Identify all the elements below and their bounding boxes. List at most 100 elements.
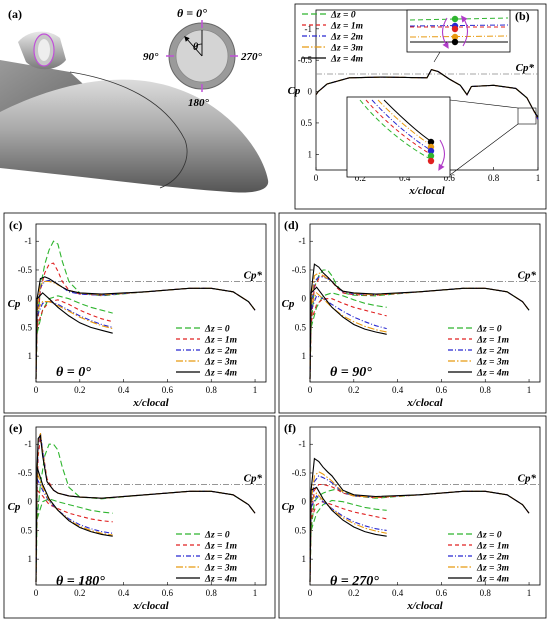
y-tick-label: 0 xyxy=(28,497,33,507)
chart-d: 0 0.2 0.4 0.6 0.8 1 -1 -0.5 0 0.5 1 x/clocal Cp Cp* xyxy=(282,223,541,409)
legend-label: Δz = 0 xyxy=(204,325,230,335)
series-lower-line xyxy=(310,295,387,330)
y-tick-label: 0.5 xyxy=(21,322,33,332)
x-tick-label: 0 xyxy=(34,385,39,395)
y-tick-label: -0.5 xyxy=(18,265,33,275)
plot-area-e xyxy=(35,426,267,586)
angle-label-90: 90° xyxy=(143,51,159,63)
y-axis-label: Cp xyxy=(8,298,21,310)
x-tick-label: 0.2 xyxy=(348,588,359,598)
x-tick-label: 0.2 xyxy=(348,385,359,395)
zoom-inset-top xyxy=(406,9,511,53)
x-tick-label: 0.6 xyxy=(436,588,448,598)
legend-label: Δz = 1m xyxy=(476,542,509,552)
panel-c: (c) 0 0.2 0.4 0.6 0.8 1 -1 -0.5 0 0.5 1 x/clocal Cp C… xyxy=(3,212,276,414)
y-tick-label: 1 xyxy=(308,149,313,159)
series-line xyxy=(315,68,539,118)
x-tick-label: 0.4 xyxy=(118,385,130,395)
x-tick-label: 0.6 xyxy=(162,385,174,395)
legend-label: Δz = 3m xyxy=(476,564,509,574)
y-tick-label: 0 xyxy=(302,294,307,304)
series-lower-line xyxy=(310,501,387,520)
series-lower-line xyxy=(310,495,387,531)
panel-f-frame xyxy=(278,415,547,619)
panel-label-e: (e) xyxy=(9,421,22,435)
panel-label-d: (d) xyxy=(284,218,299,232)
panel-c-frame xyxy=(3,212,276,414)
x-tick-label: 0 xyxy=(34,588,39,598)
y-tick-label: 0 xyxy=(28,294,33,304)
legend-label: Δz = 0 xyxy=(204,531,230,541)
y-tick-label: 0.5 xyxy=(301,118,313,128)
y-tick-label: -0.5 xyxy=(292,265,307,275)
x-axis-label: x/clocal xyxy=(406,397,443,409)
series-lower-line xyxy=(36,478,113,534)
cp-star-label: Cp* xyxy=(516,62,535,74)
legend-label: Δz = 3m xyxy=(204,358,237,368)
legend-label: Δz = 4m xyxy=(204,575,237,585)
legend-label: Δz = 4m xyxy=(330,55,363,65)
x-tick-label: 0 xyxy=(308,588,313,598)
y-tick-label: -0.5 xyxy=(298,55,313,65)
zoom-connector-bottom-2 xyxy=(449,123,519,176)
x-axis-label: x/clocal xyxy=(132,397,169,409)
series-upper-line xyxy=(309,457,530,583)
theta-angle-line xyxy=(184,35,203,57)
x-tick-label: 0.4 xyxy=(392,385,404,395)
x-axis-label: x/clocal xyxy=(408,185,445,197)
series-lower-line xyxy=(36,498,113,520)
y-tick-label: -1 xyxy=(299,236,307,246)
engine-cross-section-inset: θ θ = 0° 90° 270° 180° xyxy=(143,6,263,109)
chart-b: 0 0.2 0.4 0.6 0.8 1 -1 -0.5 0 0.5 1 x/clocal Cp Cp* xyxy=(288,9,541,197)
series-upper-line xyxy=(35,434,256,583)
chart-f: 0 0.2 0.4 0.6 0.8 1 -1 -0.5 0 0.5 1 x/clocal Cp Cp* xyxy=(282,426,541,612)
x-tick-label: 0.4 xyxy=(392,588,404,598)
panel-b: (b) 0 0.2 0.4 0.6 0.8 1 -1 -0.5 0 0.5 1 x/clocal Cp C… xyxy=(288,3,547,210)
y-tick-label: 0.5 xyxy=(21,525,33,535)
series-lower-line xyxy=(310,292,387,328)
legend-label: Δz = 0 xyxy=(476,325,502,335)
series-lower-line xyxy=(36,295,113,334)
chart-e: 0 0.2 0.4 0.6 0.8 1 -1 -0.5 0 0.5 1 x/clocal Cp Cp* xyxy=(8,426,267,612)
series-lower-line xyxy=(36,301,113,328)
legend-label: Δz = 0 xyxy=(476,531,502,541)
plot-area-d xyxy=(309,223,541,383)
x-tick-label: 0.8 xyxy=(480,588,492,598)
x-tick-label: 1 xyxy=(536,173,541,183)
legend-label: Δz = 4m xyxy=(476,369,509,379)
y-tick-label: -1 xyxy=(299,439,307,449)
panel-e-frame xyxy=(3,415,276,619)
theta-symbol: θ xyxy=(193,42,199,53)
theta-annotation-d: θ = 90° xyxy=(330,365,372,380)
y-tick-label: -0.5 xyxy=(292,468,307,478)
x-tick-label: 0.2 xyxy=(74,385,85,395)
panel-d-frame xyxy=(278,212,547,414)
legend-label: Δz = 1m xyxy=(476,336,509,346)
cp-star-label: Cp* xyxy=(244,269,263,281)
legend-label: Δz = 1m xyxy=(204,542,237,552)
y-tick-label: -1 xyxy=(25,236,33,246)
x-tick-label: 0.4 xyxy=(399,173,411,183)
legend-label: Δz = 4m xyxy=(204,369,237,379)
legend-label: Δz = 0 xyxy=(330,11,356,21)
x-tick-label: 0.8 xyxy=(206,385,218,395)
series-upper-line xyxy=(35,240,256,380)
x-tick-label: 0.6 xyxy=(436,385,448,395)
cp-star-label: Cp* xyxy=(244,472,263,484)
x-tick-label: 0 xyxy=(314,173,319,183)
x-tick-label: 1 xyxy=(253,588,258,598)
zoom-target-box xyxy=(517,107,537,125)
x-axis-label: x/clocal xyxy=(132,600,169,612)
series-lower-line xyxy=(310,292,387,333)
panel-label-c: (c) xyxy=(9,218,22,232)
x-tick-label: 0.2 xyxy=(355,173,366,183)
x-axis-label: x/clocal xyxy=(406,600,443,612)
y-tick-label: 1 xyxy=(302,351,307,361)
panel-a: (a) θ θ = 0° 90° 270° 180° xyxy=(0,6,269,193)
angle-label-180: 180° xyxy=(188,97,210,109)
series-upper-line xyxy=(309,263,530,380)
